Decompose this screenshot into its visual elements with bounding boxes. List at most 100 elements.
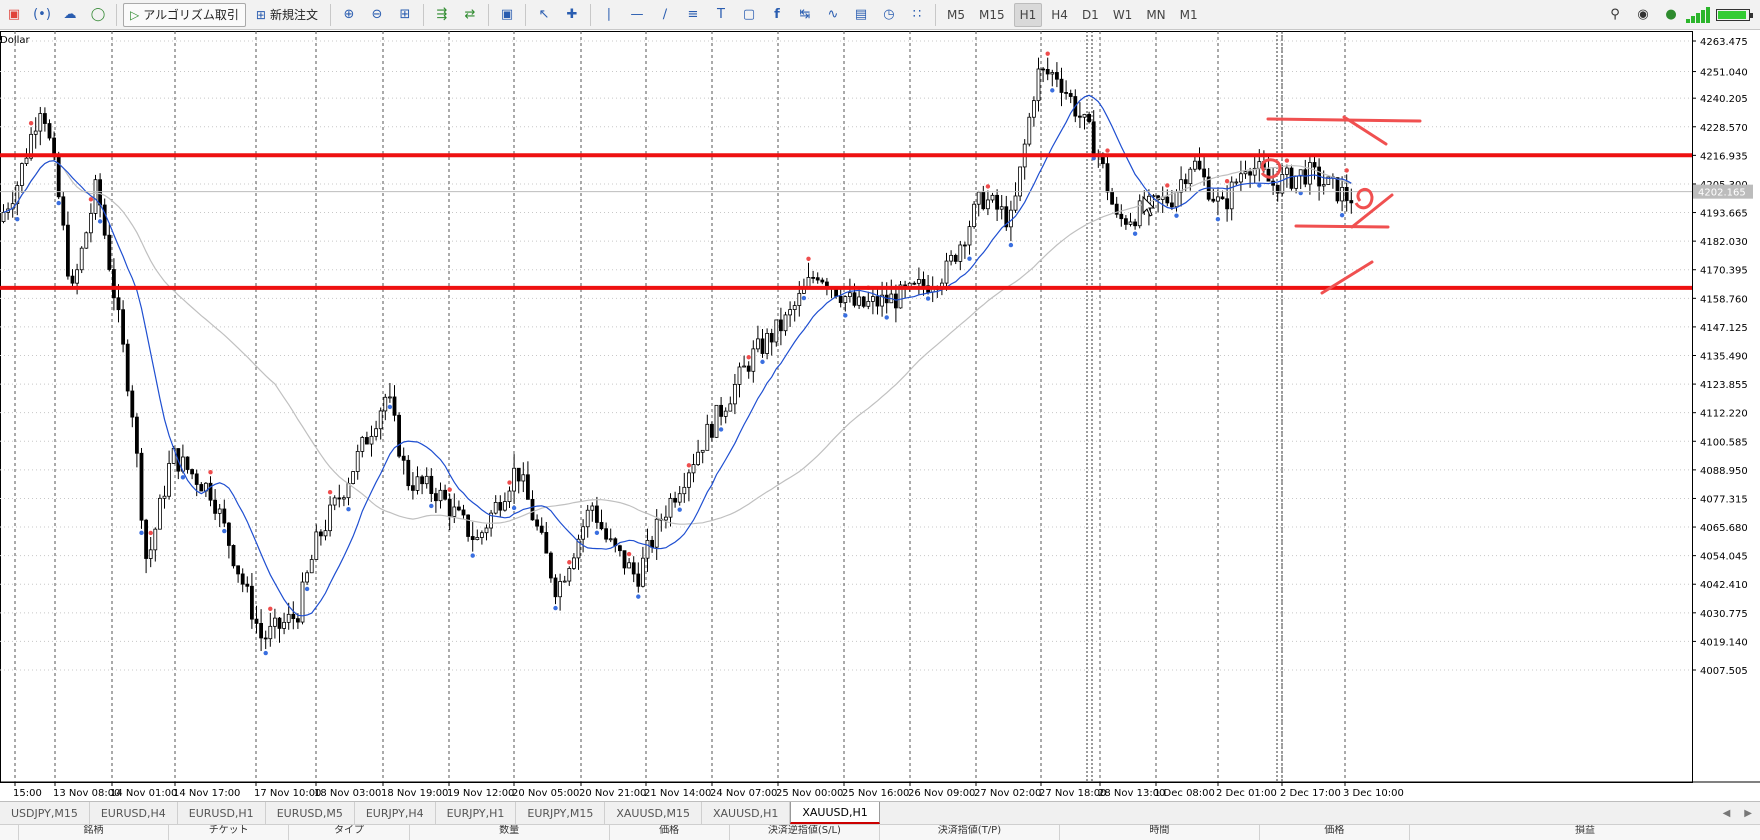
account-icon[interactable]: ◉ xyxy=(1637,7,1649,22)
candle-body xyxy=(645,539,650,559)
tile-windows-icon[interactable]: ⊞ xyxy=(399,7,411,22)
tab-eurusd-h1[interactable]: EURUSD,H1 xyxy=(178,802,266,824)
cursor-icon[interactable]: ↖ xyxy=(538,7,550,22)
candle-body xyxy=(769,332,774,343)
candle-body xyxy=(1032,100,1036,118)
timeframe-d1[interactable]: D1 xyxy=(1081,7,1099,22)
candle-body xyxy=(420,476,425,485)
tab-xauusd-h1[interactable]: XAUUSD,H1 xyxy=(702,802,791,824)
search-icon[interactable]: ⚲ xyxy=(1610,7,1620,22)
candle-body xyxy=(466,514,471,537)
candle-body xyxy=(852,292,857,306)
column-profit[interactable]: 損益 xyxy=(1574,825,1595,836)
column-ticket[interactable]: チケット xyxy=(169,825,290,840)
algo-trading-button[interactable]: ▷ アルゴリズム取引 xyxy=(123,2,246,27)
candle-body xyxy=(1087,113,1091,123)
buy-signal-marker xyxy=(884,315,889,320)
candle-body xyxy=(144,519,149,559)
new-order-button[interactable]: ⊞ 新規注文 xyxy=(250,3,324,27)
timeframe-h1[interactable]: H1 xyxy=(1013,2,1043,27)
horizontal-line-icon[interactable]: — xyxy=(630,7,644,22)
tab-eurjpy-h1[interactable]: EURJPY,H1 xyxy=(436,802,517,824)
text-label-icon[interactable]: 𝗳 xyxy=(774,7,780,22)
tab-scroll-left-icon[interactable]: ◀ xyxy=(1722,807,1731,819)
toolbar: ▣ (•) ☁ ◯ ▷ アルゴリズム取引 ⊞ 新規注文 ⊕ ⊖ ⊞ ⇶ ⇄ ▣ … xyxy=(0,0,1760,30)
column-stop-loss[interactable]: 決済逆指値(S/L) xyxy=(730,825,880,840)
candle-body xyxy=(286,613,291,623)
timeframe-mn[interactable]: MN xyxy=(1146,7,1166,22)
candle-body xyxy=(1041,68,1045,71)
timeframe-w1[interactable]: W1 xyxy=(1112,7,1133,22)
zoom-in-icon[interactable]: ⊕ xyxy=(343,7,355,22)
play-icon: ▷ xyxy=(130,7,140,22)
candle-body xyxy=(507,490,512,502)
screenshot-icon[interactable]: ▣ xyxy=(500,7,514,22)
crosshair-icon[interactable]: ✚ xyxy=(566,7,578,22)
buy-signal-marker xyxy=(511,505,517,511)
tab-eurusd-m5[interactable]: EURUSD,M5 xyxy=(266,802,355,824)
price-tick-label: 4088.950 xyxy=(1700,466,1748,477)
column-volume[interactable]: 数量 xyxy=(410,825,610,840)
radio-signals-icon[interactable]: (•) xyxy=(33,7,51,22)
candle-body xyxy=(631,562,636,575)
globe-icon[interactable]: ◯ xyxy=(90,7,106,22)
column-current-price[interactable]: 価格 xyxy=(1260,825,1410,840)
tab-xauusd-m15[interactable]: XAUUSD,M15 xyxy=(605,802,702,824)
templates-icon[interactable]: ∷ xyxy=(912,7,922,22)
candle-body xyxy=(539,525,544,533)
arrows-icon[interactable]: ↹ xyxy=(799,7,811,22)
shapes-icon[interactable]: ▢ xyxy=(742,7,756,22)
tab-eurjpy-h4[interactable]: EURJPY,H4 xyxy=(355,802,436,824)
price-tick-label: 4147.125 xyxy=(1700,323,1748,334)
shopping-bag-icon[interactable]: ▣ xyxy=(7,7,21,22)
time-tick-label: 26 Nov 09:00 xyxy=(908,788,975,799)
fibonacci-icon[interactable]: ▤ xyxy=(854,7,868,22)
candle-body xyxy=(1326,176,1331,185)
lamp-icon[interactable]: ● xyxy=(1665,7,1677,22)
candle-body xyxy=(1174,191,1179,208)
zoom-out-icon[interactable]: ⊖ xyxy=(371,7,383,22)
buy-signal-marker xyxy=(1339,212,1345,218)
column-price[interactable]: 価格 xyxy=(610,825,730,840)
candle-body xyxy=(346,483,351,499)
candle-body xyxy=(949,254,953,262)
buy-signal-marker xyxy=(1132,231,1138,236)
column-symbol[interactable]: 銘柄 xyxy=(19,825,170,840)
candle-body xyxy=(392,396,397,416)
tab-scroll-right-icon[interactable]: ▶ xyxy=(1744,807,1752,819)
text-tool-icon[interactable]: T xyxy=(716,7,725,22)
timeframe-m5[interactable]: M5 xyxy=(946,7,965,22)
price-tick-label: 4007.505 xyxy=(1700,666,1748,677)
tab-usdjpy-m15[interactable]: USDJPY,M15 xyxy=(0,802,90,824)
candle-body xyxy=(627,562,631,569)
tab-eurusd-h4[interactable]: EURUSD,H4 xyxy=(90,802,178,824)
objects-icon[interactable]: ◷ xyxy=(883,7,895,22)
candle-body xyxy=(194,473,199,485)
autoscroll-icon[interactable]: ⇄ xyxy=(464,7,476,22)
candle-body xyxy=(314,531,319,560)
candle-body xyxy=(1303,169,1308,185)
tab-eurjpy-m15[interactable]: EURJPY,M15 xyxy=(516,802,606,824)
candle-body xyxy=(415,476,420,491)
candle-body xyxy=(590,505,595,511)
candle-body xyxy=(19,163,24,186)
timeframe-m15[interactable]: M15 xyxy=(978,7,1005,22)
timeframe-m1[interactable]: M1 xyxy=(1179,7,1198,22)
mouse-cursor-icon xyxy=(1142,195,1156,217)
cloud-icon[interactable]: ☁ xyxy=(63,7,77,22)
column-type[interactable]: タイプ xyxy=(289,825,410,840)
tab-xauusd-h1-active[interactable]: XAUUSD,H1 xyxy=(790,802,880,824)
timeframe-h4[interactable]: H4 xyxy=(1051,7,1068,22)
buy-signal-marker xyxy=(180,475,186,480)
chart-window[interactable]: 4263.475 4251.040 4240.205 4228.570 4216.935… xyxy=(0,31,1760,801)
price-chart[interactable]: 4263.475 4251.040 4240.205 4228.570 4216.935… xyxy=(0,31,1760,801)
candle-body xyxy=(866,300,871,307)
indicator-icon[interactable]: ∿ xyxy=(827,7,839,22)
column-take-profit[interactable]: 決済指値(T/P) xyxy=(880,825,1060,840)
trendline-icon[interactable]: ∕ xyxy=(662,7,668,22)
channel-icon[interactable]: ≡ xyxy=(687,7,699,22)
column-time[interactable]: 時間 xyxy=(1060,825,1260,840)
vertical-line-icon[interactable]: ∣ xyxy=(605,7,613,22)
sell-signal-marker xyxy=(806,256,811,261)
chart-shift-icon[interactable]: ⇶ xyxy=(436,7,448,22)
